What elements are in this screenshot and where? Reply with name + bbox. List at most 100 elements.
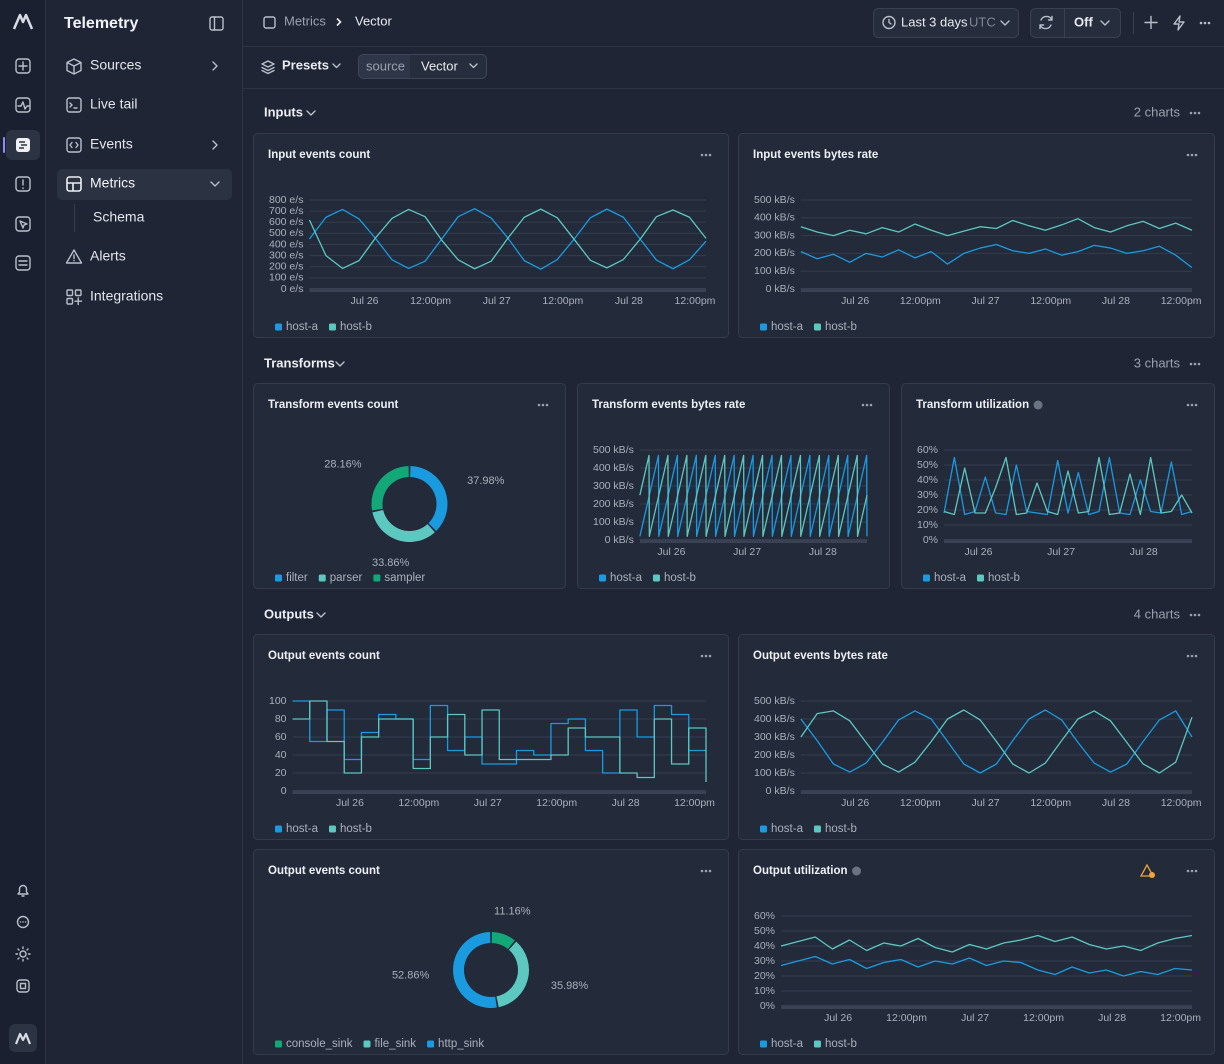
card-menu[interactable] bbox=[1186, 153, 1198, 157]
legend-item[interactable]: host-b bbox=[813, 321, 857, 333]
y-tick-label: 80 bbox=[275, 713, 287, 725]
time-range-button[interactable]: Last 3 days UTC bbox=[873, 8, 1019, 38]
x-tick-label: Jul 27 bbox=[972, 797, 1000, 809]
legend-item[interactable]: host-b bbox=[976, 572, 1020, 584]
y-tick-label: 10% bbox=[917, 519, 938, 531]
nav-subitem[interactable]: Schema bbox=[93, 209, 145, 225]
legend-item[interactable]: host-b bbox=[328, 321, 372, 333]
nav-item[interactable]: Alerts bbox=[65, 248, 126, 264]
legend-swatch bbox=[813, 1040, 821, 1048]
legend-item[interactable]: filter bbox=[275, 572, 308, 584]
x-tick-label: Jul 26 bbox=[351, 295, 379, 307]
section-header[interactable]: Transforms 3 charts bbox=[264, 355, 1201, 370]
legend-item[interactable]: host-b bbox=[813, 1038, 857, 1050]
y-tick-label: 30% bbox=[917, 489, 938, 501]
y-tick-label: 20 bbox=[275, 767, 287, 779]
actions-button[interactable] bbox=[1173, 15, 1185, 31]
legend-item[interactable]: host-a bbox=[760, 1038, 804, 1050]
collapse-button[interactable] bbox=[209, 16, 224, 31]
menu-dot bbox=[1186, 869, 1190, 873]
x-tick-label: Jul 27 bbox=[733, 546, 761, 558]
legend-item[interactable]: host-a bbox=[275, 321, 319, 333]
legend-item[interactable]: host-a bbox=[923, 572, 967, 584]
card-bg bbox=[253, 383, 566, 589]
y-tick-label: 300 kB/s bbox=[754, 731, 795, 743]
legend-swatch bbox=[976, 574, 984, 582]
nav-label: Integrations bbox=[90, 288, 163, 304]
x-tick-label: 12:00pm bbox=[398, 797, 439, 809]
y-tick-label: 40% bbox=[754, 940, 775, 952]
x-tick-label: Jul 26 bbox=[841, 295, 869, 307]
nav-item[interactable]: Sources bbox=[66, 57, 218, 75]
menu-dot bbox=[704, 153, 708, 157]
legend-item[interactable]: host-a bbox=[275, 823, 319, 835]
legend-item[interactable]: parser bbox=[318, 572, 363, 584]
legend-label: host-a bbox=[771, 1038, 804, 1050]
menu-dot bbox=[1190, 403, 1194, 407]
warning-icon bbox=[1139, 863, 1155, 878]
warning-triangle bbox=[1139, 863, 1155, 877]
chart-card: Transform utilization 0% 10% 20% 30% 40% 50% 60… bbox=[901, 383, 1215, 589]
y-tick-label: 300 kB/s bbox=[754, 229, 795, 241]
card-menu[interactable] bbox=[1186, 869, 1198, 873]
breadcrumb[interactable]: Metrics bbox=[284, 13, 326, 28]
section-header[interactable]: Outputs 4 charts bbox=[264, 606, 1201, 621]
legend-swatch bbox=[275, 825, 282, 833]
menu-dot bbox=[1186, 654, 1190, 658]
legend-item[interactable]: host-a bbox=[760, 321, 804, 333]
nav-item[interactable]: Live tail bbox=[66, 96, 137, 113]
series-line bbox=[639, 454, 868, 538]
legend-item[interactable]: host-b bbox=[328, 823, 372, 835]
nav-item[interactable]: Integrations bbox=[66, 288, 163, 306]
legend-swatch bbox=[760, 1040, 767, 1048]
legend-item[interactable]: http_sink bbox=[427, 1038, 484, 1050]
nav-item[interactable]: Metrics bbox=[66, 175, 220, 192]
x-tick-label: Jul 28 bbox=[612, 797, 640, 809]
legend-swatch bbox=[373, 574, 381, 582]
series-line bbox=[639, 454, 868, 538]
add-button[interactable] bbox=[1144, 15, 1158, 30]
legend-label: host-b bbox=[825, 321, 857, 333]
legend-item[interactable]: file_sink bbox=[363, 1038, 416, 1050]
brand: Telemetry bbox=[64, 15, 139, 32]
y-tick-label: 400 kB/s bbox=[754, 713, 795, 725]
slice-label: 28.16% bbox=[324, 459, 362, 471]
section-header[interactable]: Inputs 2 charts bbox=[264, 104, 1201, 119]
menu-dot bbox=[869, 403, 873, 407]
nav-label: Schema bbox=[93, 209, 145, 225]
card-menu[interactable] bbox=[700, 869, 712, 873]
section-count: 4 charts bbox=[1134, 606, 1181, 621]
refresh-interval: Off bbox=[1074, 14, 1093, 29]
legend-label: host-a bbox=[771, 321, 804, 333]
more-button[interactable] bbox=[1199, 21, 1211, 25]
card-menu[interactable] bbox=[700, 153, 712, 157]
rail-icons[interactable] bbox=[3, 13, 40, 1052]
legend-item[interactable]: sampler bbox=[373, 572, 425, 584]
nav-item[interactable]: Events bbox=[66, 136, 218, 153]
nav-label: Sources bbox=[90, 57, 141, 73]
x-tick-label: 12:00pm bbox=[900, 295, 941, 307]
y-tick-label: 700 e/s bbox=[269, 205, 303, 217]
card-menu[interactable] bbox=[1186, 654, 1198, 658]
menu-dot bbox=[1186, 153, 1190, 157]
card-bg bbox=[253, 133, 729, 338]
legend-item[interactable]: host-b bbox=[813, 823, 857, 835]
card-menu[interactable] bbox=[700, 654, 712, 658]
card-menu[interactable] bbox=[861, 403, 873, 407]
legend-item[interactable]: host-b bbox=[652, 572, 696, 584]
y-tick-label: 100 e/s bbox=[269, 272, 303, 284]
x-tick-label: Jul 26 bbox=[657, 546, 685, 558]
y-tick-label: 200 kB/s bbox=[754, 247, 795, 259]
legend-item[interactable]: host-a bbox=[599, 572, 643, 584]
x-tick-label: Jul 27 bbox=[483, 295, 511, 307]
presets-button[interactable]: Presets bbox=[261, 57, 341, 75]
section-count: 3 charts bbox=[1134, 355, 1181, 370]
refresh-button[interactable]: Off bbox=[1030, 8, 1121, 38]
legend-item[interactable]: console_sink bbox=[275, 1038, 353, 1050]
legend-label: host-a bbox=[934, 572, 967, 584]
legend-item[interactable]: host-a bbox=[760, 823, 804, 835]
filter-chip[interactable]: source Vector bbox=[358, 54, 487, 79]
card-menu[interactable] bbox=[537, 403, 549, 407]
y-tick-label: 20% bbox=[754, 970, 775, 982]
card-menu[interactable] bbox=[1186, 403, 1198, 407]
